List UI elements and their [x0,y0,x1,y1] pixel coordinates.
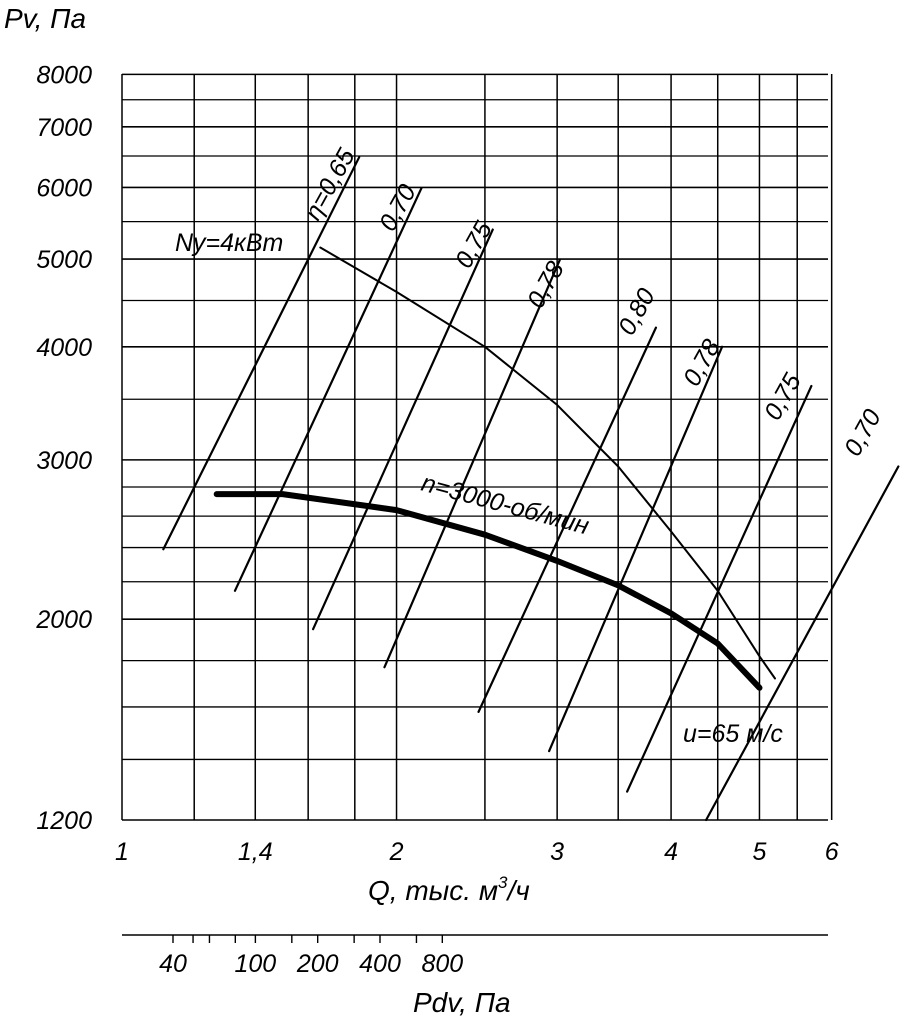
y-tick-label: 5000 [36,246,92,274]
x-tick-label: 1,4 [238,838,273,866]
efficiency-line [477,326,658,713]
efficiency-line [162,156,361,551]
x-tick-label: 2 [389,838,404,866]
y-tick-labels: 1200 2000 3000 4000 5000 6000 7000 8000 [35,61,92,835]
secondary-x-axis: 40 100 200 400 800 [122,934,828,978]
efficiency-line [311,228,494,631]
y-tick-label: 8000 [36,61,92,89]
y-tick-label: 2000 [35,606,92,634]
x2-tick-label: 800 [421,950,463,978]
efficiency-line [705,465,900,822]
vertical-grid [121,74,833,820]
x2-tick-label: 200 [296,950,339,978]
tip-speed-label: u=65 м/с [683,720,783,748]
y-tick-label: 4000 [36,334,92,362]
efficiency-line [548,345,724,753]
efficiency-lines [162,156,900,822]
x-tick-label: 6 [825,838,839,866]
x2-axis-title: Pdv, Па [413,987,511,1018]
efficiency-line [233,186,423,592]
x-tick-labels: 1 1,4 2 3 4 5 6 [115,838,839,866]
x2-tick-label: 40 [159,950,187,978]
y-tick-label: 6000 [36,174,92,202]
y-axis-title: Pv, Па [4,3,86,34]
pressure-curve [213,491,763,691]
y-tick-label: 1200 [36,807,92,835]
power-curve [319,246,776,680]
x-tick-label: 4 [664,838,678,866]
x-tick-label: 5 [753,838,767,866]
y-tick-label: 3000 [36,447,92,475]
x-tick-label: 1 [115,838,129,866]
x2-tick-label: 100 [235,950,277,978]
y-tick-label: 7000 [36,114,92,142]
horizontal-grid [122,73,828,821]
efficiency-line [626,384,813,793]
x2-tick-label: 400 [359,950,401,978]
x-tick-label: 3 [550,838,564,866]
series-layer [213,246,776,691]
power-label: Ny=4кВт [175,229,283,257]
efficiency-line [383,258,561,669]
